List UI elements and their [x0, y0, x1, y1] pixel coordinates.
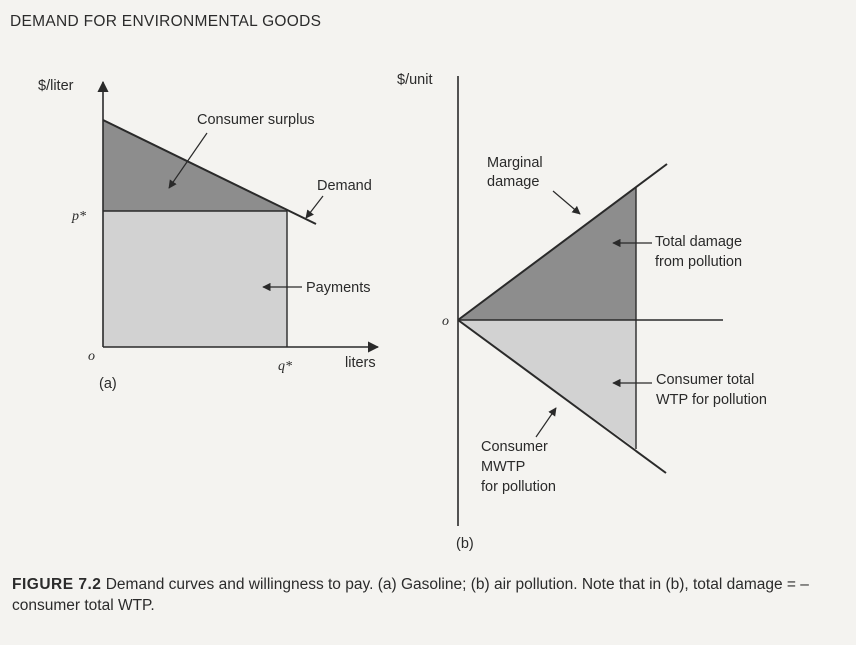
demand-arrow	[305, 195, 324, 219]
marginal-damage-label-2: damage	[487, 174, 539, 190]
origin-label-b: o	[442, 314, 449, 329]
origin-label-a: o	[88, 349, 95, 364]
y-axis-label-b: $/unit	[397, 72, 432, 88]
figure-caption: FIGURE 7.2 Demand curves and willingness…	[12, 574, 832, 616]
mwtp-label-3: for pollution	[481, 479, 556, 495]
total-damage-label-1: Total damage	[655, 234, 742, 250]
total-damage-label-2: from pollution	[655, 254, 742, 270]
caption-text: Demand curves and willingness to pay. (a…	[12, 576, 809, 614]
quantity-label: q*	[278, 359, 292, 374]
demand-curve	[102, 119, 317, 225]
panel-a: $/liter liters o p* q* (a) Consumer surp…	[38, 78, 380, 392]
x-axis-label-a: liters	[345, 355, 376, 371]
panel-label-b: (b)	[456, 536, 474, 552]
mwtp-curve	[457, 319, 667, 474]
consumer-surplus-label: Consumer surplus	[197, 112, 315, 128]
y-axis-label-a: $/liter	[38, 78, 74, 94]
mwtp-label-1: Consumer	[481, 439, 548, 455]
price-label: p*	[71, 209, 86, 224]
demand-label: Demand	[317, 178, 372, 194]
marginal-damage-curve	[457, 163, 668, 321]
payments-area	[103, 211, 287, 347]
figure-number: FIGURE 7.2	[12, 576, 102, 593]
mwtp-label-2: MWTP	[481, 459, 525, 475]
total-wtp-label-2: WTP for pollution	[656, 392, 767, 408]
total-wtp-label-1: Consumer total	[656, 372, 754, 388]
marginal-damage-arrow	[552, 190, 581, 215]
panel-b: $/unit o (b) Marginal damage Total damag…	[397, 72, 767, 552]
panel-label-a: (a)	[99, 376, 117, 392]
payments-label: Payments	[306, 280, 370, 296]
marginal-damage-label-1: Marginal	[487, 155, 543, 171]
page-header: DEMAND FOR ENVIRONMENTAL GOODS	[10, 13, 322, 30]
mwtp-arrow	[535, 407, 557, 438]
consumer-surplus-arrow	[168, 132, 208, 189]
